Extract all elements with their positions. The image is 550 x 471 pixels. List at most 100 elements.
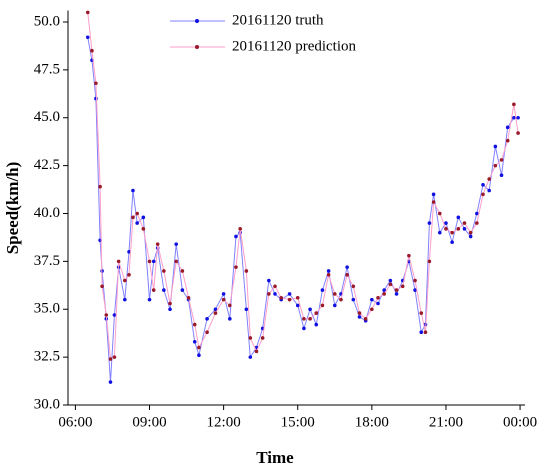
data-point [468, 230, 473, 235]
y-tick-label: 45.0 [34, 109, 60, 125]
data-point [357, 315, 362, 319]
data-point [481, 192, 485, 197]
data-point [295, 295, 300, 300]
data-point [516, 115, 520, 120]
data-point [376, 295, 380, 300]
data-point [450, 240, 454, 245]
data-point [85, 10, 90, 15]
data-point [320, 303, 325, 308]
y-tick-label: 47.5 [34, 61, 60, 77]
x-tick-label: 06:00 [58, 414, 92, 430]
data-point [186, 295, 191, 300]
data-point [456, 215, 461, 220]
data-point [147, 297, 152, 302]
data-point [351, 284, 356, 289]
data-point [419, 330, 424, 335]
data-point [98, 184, 102, 189]
y-tick-label: 30.0 [34, 396, 60, 412]
data-point [314, 322, 319, 327]
data-point [295, 303, 300, 308]
data-point [444, 221, 448, 225]
data-point [427, 221, 432, 225]
data-point [302, 326, 306, 331]
data-point [213, 311, 218, 315]
data-point [244, 307, 249, 312]
data-point [104, 313, 109, 317]
y-tick-label: 32.5 [34, 349, 60, 365]
y-tick-label: 42.5 [34, 157, 60, 173]
data-point [345, 272, 349, 277]
data-point [174, 259, 178, 264]
data-point [234, 265, 238, 269]
data-point [423, 330, 428, 335]
data-point [135, 211, 139, 216]
x-axis-label: Time [256, 448, 294, 467]
data-point [339, 297, 343, 302]
data-point [332, 303, 337, 308]
data-point [462, 227, 467, 231]
data-point [192, 340, 197, 344]
data-point [254, 349, 259, 354]
legend-label: 20161120 truth [232, 12, 324, 28]
data-point [168, 307, 172, 312]
data-point [512, 102, 516, 107]
y-tick-label: 35.0 [34, 301, 60, 317]
data-point [279, 295, 283, 300]
legend-label: 20161120 prediction [232, 38, 357, 54]
data-point [376, 301, 380, 306]
data-point [419, 311, 424, 315]
x-tick-label: 09:00 [132, 414, 166, 430]
data-point [197, 353, 201, 358]
data-point [512, 115, 516, 120]
data-point [462, 221, 467, 225]
data-point [444, 227, 448, 231]
data-point [135, 221, 139, 225]
data-point [162, 288, 166, 292]
data-point [450, 230, 454, 235]
data-point [400, 284, 405, 289]
data-point [493, 163, 498, 168]
data-point [427, 259, 432, 264]
y-tick-label: 37.5 [34, 253, 60, 269]
data-point [267, 292, 271, 296]
data-point [413, 278, 417, 283]
data-point [287, 297, 292, 302]
data-point [267, 278, 271, 283]
data-point [370, 307, 374, 312]
data-point [234, 234, 238, 239]
data-point [85, 35, 90, 40]
data-point [332, 292, 337, 296]
data-point [180, 288, 185, 292]
data-point [345, 265, 349, 269]
data-point [228, 303, 232, 308]
data-point [308, 317, 312, 321]
data-point [127, 272, 131, 277]
data-point [499, 173, 504, 177]
data-point [108, 380, 113, 384]
data-point [394, 288, 399, 292]
data-point [320, 288, 325, 292]
data-point [308, 307, 312, 312]
data-point [468, 234, 473, 239]
data-point [123, 278, 127, 283]
x-tick-label: 18:00 [355, 414, 389, 430]
data-point [213, 307, 218, 312]
data-point [413, 288, 417, 292]
legend-marker [195, 45, 199, 49]
data-point [131, 215, 135, 220]
series-line [87, 12, 519, 360]
data-point [407, 253, 411, 258]
data-point [437, 211, 442, 216]
data-point [388, 278, 393, 283]
data-point [431, 200, 436, 204]
data-point [127, 249, 131, 254]
data-point [302, 317, 306, 321]
data-point [357, 311, 362, 315]
data-point [382, 288, 386, 292]
data-point [197, 345, 201, 350]
data-point [221, 292, 226, 296]
data-point [351, 297, 356, 302]
data-point [228, 317, 232, 321]
data-point [94, 96, 98, 101]
legend-marker [195, 19, 199, 23]
